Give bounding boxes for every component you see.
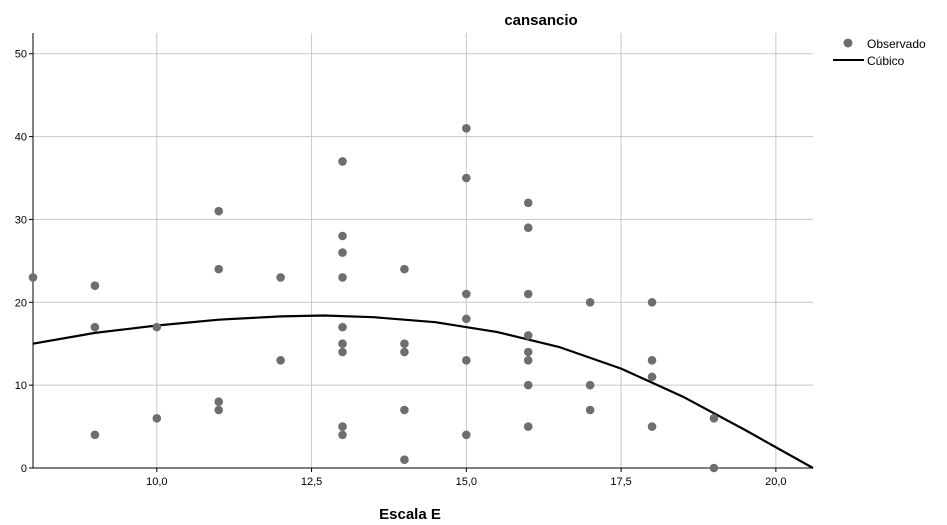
observed-point-14 bbox=[338, 248, 347, 257]
observed-point-28 bbox=[462, 289, 471, 299]
axes bbox=[29, 33, 813, 472]
observed-points bbox=[28, 123, 719, 473]
observed-point-12 bbox=[338, 157, 347, 166]
observed-point-32 bbox=[523, 198, 533, 208]
observed-point-10 bbox=[276, 273, 285, 282]
legend: Observado Cúbico bbox=[833, 37, 926, 68]
observed-point-36 bbox=[523, 347, 533, 357]
observed-point-46 bbox=[647, 422, 657, 431]
observed-point-13 bbox=[338, 231, 347, 241]
legend-marker-observed bbox=[843, 38, 853, 48]
x-tick-label-3: 17,5 bbox=[610, 476, 631, 488]
observed-point-42 bbox=[585, 405, 595, 415]
observed-point-41 bbox=[585, 380, 595, 390]
observed-point-47 bbox=[709, 413, 719, 423]
x-tick-label-0: 10,0 bbox=[146, 476, 167, 488]
observed-point-15 bbox=[338, 273, 347, 282]
y-tick-label-1: 10 bbox=[15, 380, 27, 392]
observed-point-33 bbox=[523, 223, 533, 233]
y-tick-label-4: 40 bbox=[15, 132, 27, 144]
observed-point-17 bbox=[338, 339, 347, 349]
observed-point-21 bbox=[400, 264, 409, 274]
observed-point-31 bbox=[462, 430, 471, 440]
legend-label-cubic: Cúbico bbox=[867, 54, 905, 68]
observed-point-8 bbox=[214, 397, 224, 407]
x-axis-title: Escala E bbox=[379, 506, 441, 523]
x-tick-label-2: 15,0 bbox=[456, 476, 477, 488]
observed-point-45 bbox=[647, 372, 657, 382]
observed-point-18 bbox=[338, 347, 347, 357]
y-tick-label-0: 0 bbox=[21, 463, 27, 475]
y-tick-label-3: 30 bbox=[15, 214, 27, 226]
observed-point-44 bbox=[647, 355, 657, 365]
observed-point-11 bbox=[276, 355, 285, 365]
observed-point-26 bbox=[462, 123, 471, 133]
observed-point-24 bbox=[400, 405, 409, 415]
observed-point-39 bbox=[523, 422, 533, 431]
observed-point-19 bbox=[338, 422, 347, 431]
observed-point-0 bbox=[28, 273, 38, 282]
legend-label-observed: Observado bbox=[867, 37, 926, 51]
observed-point-4 bbox=[152, 322, 162, 332]
y-tick-label-2: 20 bbox=[15, 297, 27, 309]
observed-point-1 bbox=[90, 281, 100, 291]
observed-point-30 bbox=[462, 355, 471, 365]
observed-point-25 bbox=[400, 455, 409, 465]
chart-title: cansancio bbox=[504, 12, 577, 29]
observed-point-2 bbox=[90, 322, 100, 332]
observed-point-29 bbox=[462, 314, 471, 324]
y-tick-label-5: 50 bbox=[15, 49, 27, 61]
y-tick-labels: 0 10 20 30 40 50 bbox=[15, 49, 27, 475]
observed-point-23 bbox=[400, 347, 409, 357]
observed-point-6 bbox=[214, 206, 224, 216]
observed-point-3 bbox=[90, 430, 100, 440]
grid-lines bbox=[33, 33, 813, 468]
observed-point-7 bbox=[214, 264, 224, 274]
observed-point-27 bbox=[462, 173, 471, 183]
observed-point-38 bbox=[523, 380, 533, 390]
observed-point-37 bbox=[523, 355, 533, 365]
observed-point-5 bbox=[152, 413, 162, 423]
observed-point-35 bbox=[523, 331, 533, 340]
cubic-fit-line bbox=[32, 314, 814, 469]
observed-point-16 bbox=[338, 322, 347, 332]
x-tick-label-1: 12,5 bbox=[301, 476, 322, 488]
x-tick-label-4: 20,0 bbox=[765, 476, 786, 488]
observed-point-9 bbox=[214, 405, 224, 415]
observed-point-22 bbox=[400, 339, 409, 349]
fit-curve-group bbox=[32, 314, 814, 469]
observed-point-40 bbox=[585, 297, 595, 307]
observed-point-20 bbox=[338, 430, 347, 440]
observed-point-48 bbox=[709, 463, 719, 473]
x-tick-labels: 10,0 12,5 15,0 17,5 20,0 bbox=[146, 476, 786, 488]
observed-point-43 bbox=[647, 297, 657, 307]
observed-point-34 bbox=[523, 289, 533, 299]
